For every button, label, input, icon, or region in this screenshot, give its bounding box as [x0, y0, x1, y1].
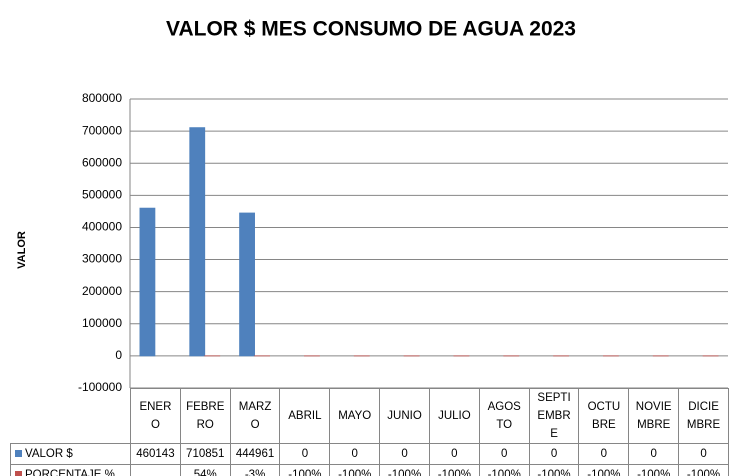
- bar: [189, 127, 206, 357]
- x-tick-label: ENERO: [130, 388, 181, 444]
- bar: [139, 207, 156, 357]
- x-tick-label: MAYO: [329, 388, 381, 444]
- legend-label: PORCENTAJE %: [25, 469, 115, 476]
- data-label: -100%: [428, 464, 480, 476]
- x-tick-label: SEPTIEMBRE: [528, 388, 580, 444]
- y-tick-label: 300000: [82, 252, 122, 266]
- y-tick-label: 400000: [82, 220, 122, 234]
- x-tick-label: MARZO: [229, 388, 281, 444]
- data-label: -100%: [279, 464, 331, 476]
- legend-entry: PORCENTAJE %: [10, 464, 131, 476]
- data-label: 0: [678, 443, 729, 465]
- x-tick-label: JULIO: [428, 388, 480, 444]
- y-tick-label: 800000: [82, 91, 122, 105]
- x-tick-label: AGOSTO: [478, 388, 530, 444]
- y-tick-label: 600000: [82, 155, 122, 169]
- corner: [11, 389, 131, 444]
- legend-key: [15, 450, 22, 457]
- table-row: PORCENTAJE % 54% -3% -100% -100% -100% -100% -1…: [10, 464, 729, 476]
- data-label: 0: [329, 443, 381, 465]
- x-tick-label: DICIEMBRE: [678, 388, 729, 444]
- legend-key: [15, 471, 22, 476]
- data-table: ENERO FEBRERO MARZO ABRIL MAYO JUNIO JULIO AGOS…: [10, 388, 729, 476]
- y-tick-label: 200000: [82, 284, 122, 298]
- chart-title: VALOR $ MES CONSUMO DE AGUA 2023: [166, 18, 576, 41]
- data-label: 0: [578, 443, 630, 465]
- data-label: -100%: [528, 464, 580, 476]
- y-tick-label: 100000: [82, 316, 122, 330]
- bar: [239, 212, 255, 357]
- table-header: ENERO FEBRERO MARZO ABRIL MAYO JUNIO JULIO AGOS…: [11, 388, 729, 444]
- data-label: -100%: [628, 464, 680, 476]
- data-label: -100%: [478, 464, 530, 476]
- data-label: 0: [478, 443, 530, 465]
- table-row: VALOR $460143 710851 444961 0 0 0 0 0 0 0 0 0: [10, 443, 729, 465]
- data-label: 0: [528, 443, 580, 465]
- data-label: -100%: [678, 464, 729, 476]
- data-label: 0: [628, 443, 680, 465]
- legend-entry: VALOR $: [10, 443, 131, 465]
- x-tick-label: ABRIL: [279, 388, 331, 444]
- data-label: 444961: [229, 443, 281, 465]
- data-label: -3%: [229, 464, 281, 476]
- x-tick-label: OCTUBRE: [578, 388, 630, 444]
- data-label: -100%: [578, 464, 630, 476]
- data-label: 0: [428, 443, 480, 465]
- y-axis-label: VALOR: [16, 231, 28, 269]
- y-tick-label: 700000: [82, 123, 122, 137]
- x-tick-label: JUNIO: [379, 388, 430, 444]
- data-label: -100%: [329, 464, 381, 476]
- data-label: [130, 464, 181, 476]
- data-label: 54%: [179, 464, 231, 476]
- data-label: 710851: [179, 443, 231, 465]
- data-label: -100%: [379, 464, 430, 476]
- data-label: 0: [379, 443, 430, 465]
- y-tick-label: 0: [115, 348, 122, 362]
- x-tick-label: NOVIEMBRE: [628, 388, 680, 444]
- x-tick-label: FEBRERO: [179, 388, 231, 444]
- y-tick-label: -100000: [78, 380, 122, 394]
- data-label: 0: [279, 443, 331, 465]
- y-tick-label: 500000: [82, 188, 122, 202]
- data-label: 460143: [130, 443, 181, 465]
- legend-label: VALOR $: [25, 448, 73, 460]
